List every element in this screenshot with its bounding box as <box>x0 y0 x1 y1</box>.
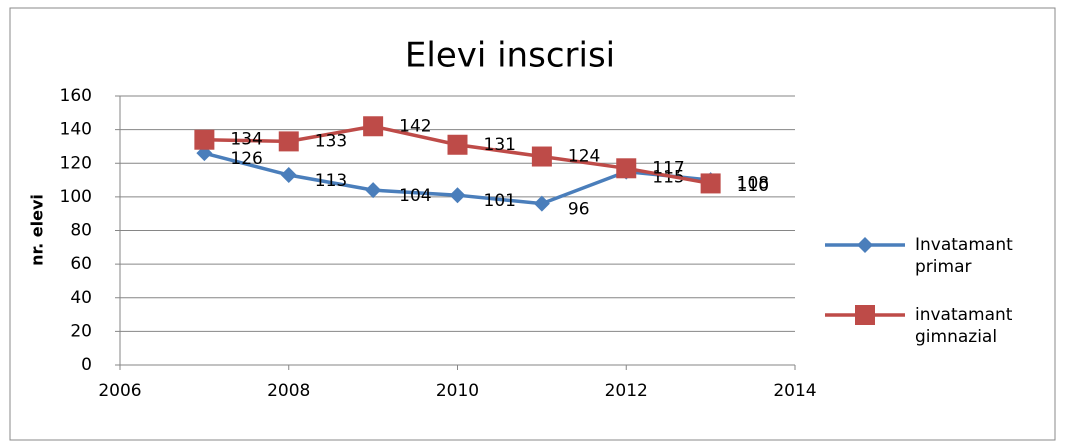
point-marker <box>616 158 637 179</box>
y-tick-label: 100 <box>60 187 92 207</box>
data-label: 101 <box>484 191 516 211</box>
point-marker <box>449 187 466 204</box>
x-tick-label: 2010 <box>436 381 479 401</box>
y-axis-label: nr. elevi <box>28 194 47 266</box>
legend-marker <box>855 305 875 325</box>
point-marker <box>194 129 215 150</box>
data-label: 104 <box>399 186 431 206</box>
point-marker <box>363 116 384 137</box>
y-tick-label: 120 <box>60 153 92 173</box>
point-marker <box>531 146 552 167</box>
y-tick-label: 20 <box>70 321 92 341</box>
y-tick-label: 0 <box>81 355 92 375</box>
point-marker <box>280 167 297 184</box>
data-label: 126 <box>230 149 262 169</box>
data-label: 113 <box>315 171 347 191</box>
y-tick-label: 80 <box>70 221 92 241</box>
data-label: 124 <box>568 147 600 167</box>
data-label: 108 <box>737 173 769 193</box>
chart-frame <box>9 7 1056 441</box>
data-label: 110 <box>737 176 769 196</box>
legend-marker <box>857 237 873 253</box>
x-tick-label: 2006 <box>98 381 141 401</box>
data-label: 142 <box>399 116 431 136</box>
data-label: 117 <box>652 158 684 178</box>
y-tick-label: 160 <box>60 86 92 106</box>
x-tick-label: 2008 <box>267 381 310 401</box>
x-tick-label: 2012 <box>605 381 648 401</box>
data-label: 96 <box>568 200 590 220</box>
data-label: 134 <box>230 130 262 150</box>
x-tick-label: 2014 <box>773 381 816 401</box>
y-tick-label: 140 <box>60 120 92 140</box>
chart-title: Elevi inscrisi <box>405 36 615 76</box>
legend-label: invatamant gimnazial <box>915 305 1013 347</box>
point-marker <box>700 173 721 194</box>
point-marker <box>533 195 550 212</box>
point-marker <box>365 182 382 199</box>
y-tick-label: 60 <box>70 254 92 274</box>
y-tick-label: 40 <box>70 288 92 308</box>
data-label: 133 <box>315 131 347 151</box>
point-marker <box>447 134 468 155</box>
data-label: 131 <box>484 135 516 155</box>
legend-label: Invatamant primar <box>915 235 1013 277</box>
point-marker <box>278 131 299 152</box>
